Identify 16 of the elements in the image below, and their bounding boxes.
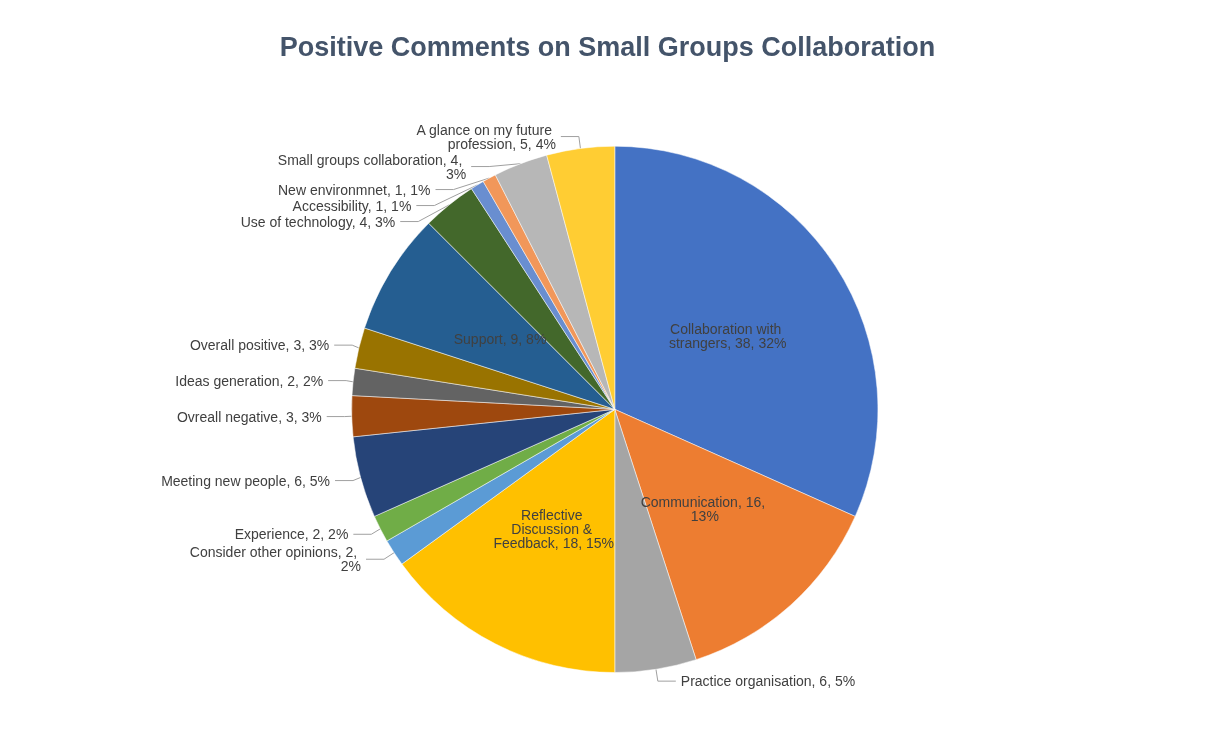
slice-label: Overall positive, 3, 3% (189, 337, 330, 354)
slice-label: Consider other opinions, 2, 2% (189, 544, 362, 575)
slice-label: A glance on my future profession, 5, 4% (416, 121, 556, 152)
slice-label: Ideas generation, 2, 2% (175, 372, 324, 389)
slice-label: Ovreall negative, 3, 3% (176, 408, 322, 425)
slice-label: Experience, 2, 2% (234, 526, 349, 543)
slice-label: Collaboration with strangers, 38, 32% (668, 321, 787, 352)
slice-label: Accessibility, 1, 1% (292, 197, 412, 214)
slice-label: Use of technology, 4, 3% (240, 213, 396, 230)
slice-label: Support, 9, 8% (453, 331, 547, 348)
slice-label: Reflective Discussion & Feedback, 18, 15% (493, 507, 615, 552)
slice-label: Meeting new people, 6, 5% (161, 472, 331, 489)
slice-label: Small groups collaboration, 4, 3% (277, 151, 467, 182)
chart-title: Positive Comments on Small Groups Collaboration (279, 31, 936, 62)
slice-label: New environmnet, 1, 1% (277, 181, 431, 198)
slice-label: Practice organisation, 6, 5% (680, 673, 856, 690)
